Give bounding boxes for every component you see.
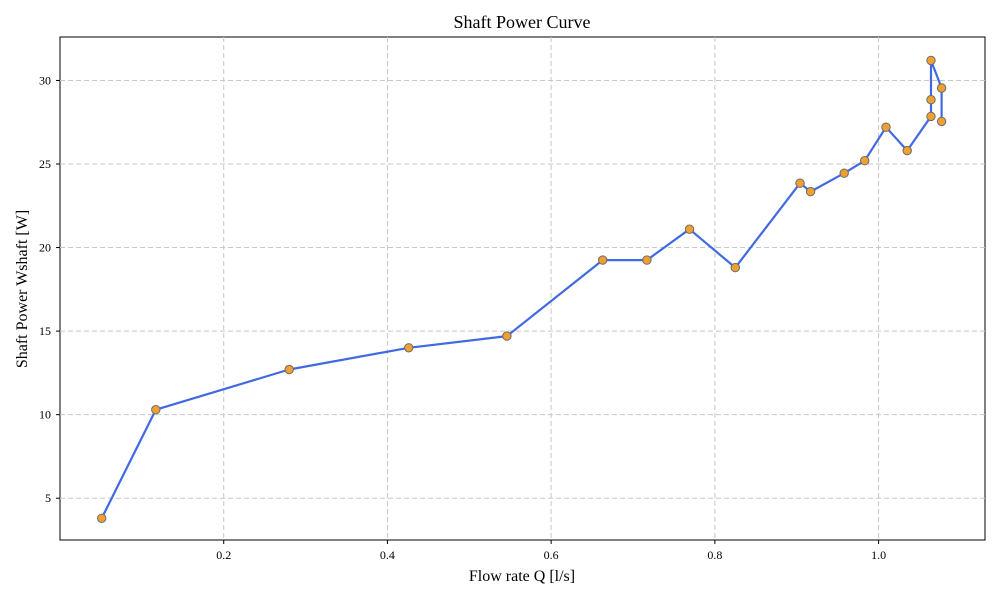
data-point bbox=[936, 116, 947, 127]
data-point bbox=[598, 255, 608, 265]
x-tick-label: 0.2 bbox=[216, 548, 231, 562]
data-point bbox=[730, 262, 740, 273]
data-point bbox=[926, 111, 936, 122]
x-axis-label: Flow rate Q [l/s] bbox=[469, 568, 575, 585]
y-tick-label: 10 bbox=[39, 408, 51, 422]
x-tick-label: 0.6 bbox=[544, 548, 559, 562]
data-point bbox=[642, 255, 652, 265]
x-axis-ticks: 0.2 0.4 0.6 0.8 1.0 bbox=[216, 540, 886, 562]
data-point bbox=[404, 343, 414, 353]
y-tick-label: 20 bbox=[39, 241, 51, 255]
x-tick-label: 0.8 bbox=[707, 548, 722, 562]
x-tick-label: 1.0 bbox=[871, 548, 886, 562]
y-tick-label: 25 bbox=[39, 157, 51, 171]
data-point bbox=[881, 122, 891, 132]
y-tick-label: 5 bbox=[45, 491, 51, 505]
data-point bbox=[926, 95, 936, 105]
data-point bbox=[151, 405, 161, 415]
y-tick-label: 15 bbox=[39, 324, 51, 338]
data-point bbox=[502, 331, 512, 341]
data-point bbox=[284, 364, 294, 375]
data-point bbox=[926, 55, 936, 66]
data-point bbox=[860, 156, 870, 166]
data-point bbox=[684, 224, 695, 234]
y-axis-ticks: 5 10 15 20 25 30 bbox=[39, 73, 60, 505]
data-point bbox=[805, 186, 816, 197]
x-tick-label: 0.4 bbox=[380, 548, 395, 562]
data-point bbox=[795, 178, 805, 188]
data-markers bbox=[97, 55, 947, 523]
data-point bbox=[839, 168, 849, 178]
data-point bbox=[97, 513, 107, 523]
y-tick-label: 30 bbox=[39, 73, 51, 87]
chart-title: Shaft Power Curve bbox=[454, 12, 591, 32]
plot-area bbox=[59, 36, 986, 541]
y-axis-label: Shaft Power Wshaft [W] bbox=[14, 210, 31, 368]
grid-lines bbox=[60, 37, 985, 540]
data-point bbox=[902, 145, 912, 156]
data-point bbox=[936, 83, 947, 93]
